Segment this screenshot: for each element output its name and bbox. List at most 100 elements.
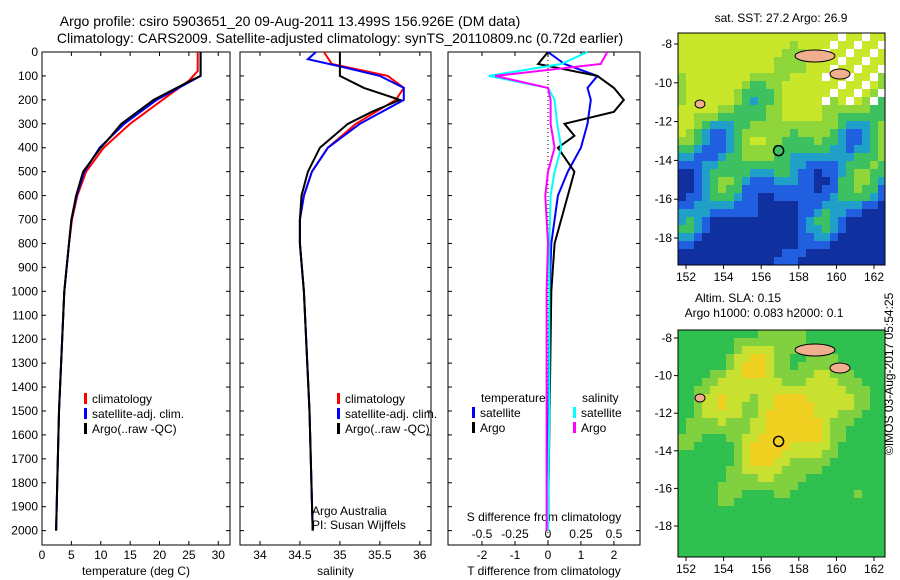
map-cell	[806, 546, 814, 554]
legend-swatch	[337, 423, 340, 434]
x-tick-label: 0	[39, 548, 46, 562]
map-cell	[822, 33, 830, 41]
map-cell	[734, 249, 742, 257]
map-cell	[814, 201, 822, 209]
map-cell	[678, 57, 686, 65]
map-cell	[710, 346, 718, 354]
map-cell	[734, 498, 742, 506]
map-cell	[702, 169, 710, 177]
map-cell	[758, 394, 766, 402]
map-cell	[702, 81, 710, 89]
map-cell	[774, 354, 782, 362]
map-cell	[702, 57, 710, 65]
y-tick-label: 1200	[11, 332, 38, 346]
map-cell	[726, 105, 734, 113]
map-cell	[774, 113, 782, 121]
map-cell	[846, 522, 854, 530]
map-cell	[726, 49, 734, 57]
map-cell	[846, 434, 854, 442]
map-cell	[750, 65, 758, 73]
map-cell	[686, 482, 694, 490]
x2-tick-label: 0.5	[606, 527, 623, 541]
map-cell	[742, 466, 750, 474]
map-cell	[750, 153, 758, 161]
map-cell	[726, 121, 734, 129]
map-cell	[854, 434, 862, 442]
map-cell	[710, 81, 718, 89]
map-cell	[878, 530, 885, 538]
map-cell	[686, 378, 694, 386]
map-cell	[830, 426, 838, 434]
map-cell	[870, 225, 878, 233]
map-cell	[870, 161, 878, 169]
map-cell	[710, 225, 718, 233]
map-cell	[774, 137, 782, 145]
map-cell	[846, 442, 854, 450]
map-cell	[878, 546, 885, 554]
map-cell	[790, 402, 798, 410]
map-cell	[702, 249, 710, 257]
map-cell	[862, 201, 870, 209]
map-cell	[678, 169, 686, 177]
map-cell	[710, 490, 718, 498]
map-cell	[798, 338, 806, 346]
map-cell	[718, 442, 726, 450]
map-cell	[694, 434, 702, 442]
map-cell	[694, 129, 702, 137]
map-cell	[878, 386, 885, 394]
map-cell	[702, 113, 710, 121]
map-cell	[702, 137, 710, 145]
y-tick-label: 1800	[11, 476, 38, 490]
map-cell	[726, 458, 734, 466]
map-cell	[854, 121, 862, 129]
map-cell	[742, 434, 750, 442]
map-cell	[862, 113, 870, 121]
map-cell	[726, 81, 734, 89]
map-cell	[686, 113, 694, 121]
map-cell	[790, 434, 798, 442]
map-cell	[766, 241, 774, 249]
map-cell	[870, 474, 878, 482]
map-cell	[798, 89, 806, 97]
map-cell	[758, 209, 766, 217]
map-cell	[758, 514, 766, 522]
map-cell	[742, 49, 750, 57]
map-cell	[702, 402, 710, 410]
map-cell	[870, 514, 878, 522]
map-cell	[734, 402, 742, 410]
map-cell	[782, 169, 790, 177]
map-cell	[750, 73, 758, 81]
x-tick-label: 5	[68, 548, 75, 562]
map-cell	[830, 490, 838, 498]
map-cell	[838, 346, 846, 354]
map-cell	[726, 474, 734, 482]
map-cell	[726, 57, 734, 65]
map-cell	[678, 474, 686, 482]
map-cell	[846, 370, 854, 378]
map-cell	[830, 498, 838, 506]
map-cell	[838, 257, 846, 265]
map-cell	[734, 330, 742, 338]
map-cell	[766, 466, 774, 474]
map-cell	[862, 522, 870, 530]
map-cell	[718, 177, 726, 185]
map-cell	[734, 546, 742, 554]
map-cell	[726, 410, 734, 418]
map-cell	[742, 330, 750, 338]
map-cell	[686, 193, 694, 201]
map-cell	[798, 97, 806, 105]
map-cell	[862, 185, 870, 193]
map-cell	[814, 506, 822, 514]
legend-swatch	[472, 422, 475, 433]
map-cell	[694, 113, 702, 121]
map-cell	[726, 434, 734, 442]
map-cell	[718, 370, 726, 378]
map-cell	[814, 129, 822, 137]
map-cell	[702, 490, 710, 498]
map-cell	[854, 362, 862, 370]
map-cell	[846, 177, 854, 185]
map-cell	[878, 418, 885, 426]
map-cell	[718, 225, 726, 233]
legend-title: salinity	[582, 391, 619, 405]
map-cell	[806, 73, 814, 81]
